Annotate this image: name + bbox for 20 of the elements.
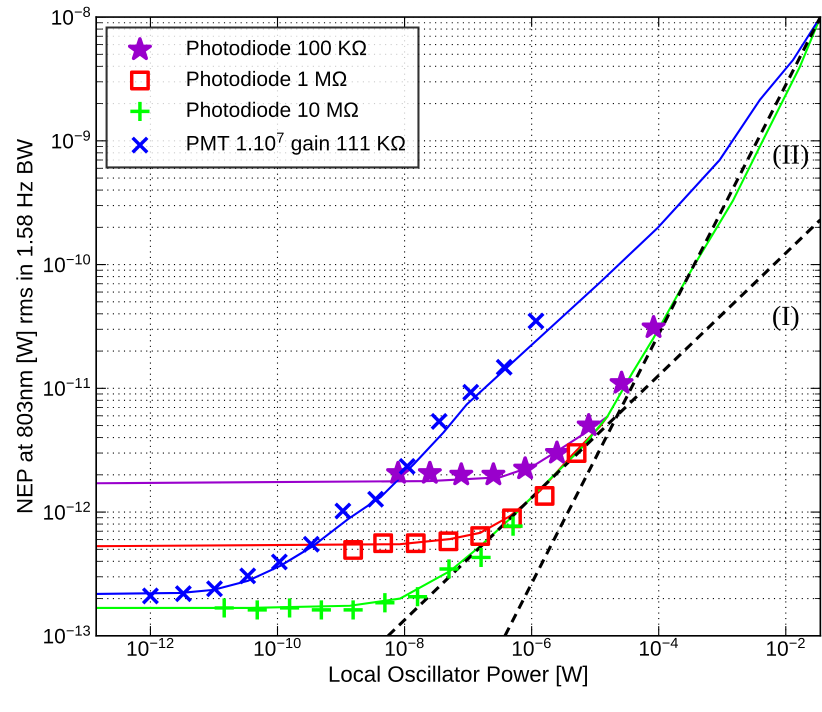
y-tick-label: 10$^{−13}$ [44,625,90,644]
legend-label: PMT 1.10$^{7}$ gain 111 KΩ [187,132,406,155]
y-tick-label: 10$^{−11}$ [44,378,90,396]
x-tick-label: 10$^{−4}$ [640,638,678,656]
series-label: (II) [773,144,808,170]
x-tick-label: 10$^{−8}$ [386,638,424,656]
x-tick-label: 10$^{−6}$ [512,638,551,656]
series-label: (I) [773,306,798,331]
y-axis-title: NEP at 803nm [W] rms in 1.58 Hz BW [16,139,38,512]
y-tick-label: 10$^{−10}$ [44,254,90,272]
legend-label: Photodiode 10 MΩ [187,102,358,118]
x-axis-title: Local Oscillator Power [W] [330,666,587,686]
x-tick-label: 10$^{−12}$ [128,638,174,656]
y-tick-label: 10$^{−12}$ [44,502,90,520]
x-tick-label: 10$^{−2}$ [767,638,805,656]
legend-label: Photodiode 1 MΩ [187,70,346,86]
legend-label: Photodiode 100 KΩ [187,40,366,56]
x-tick-label: 10$^{−10}$ [254,638,301,656]
y-tick-label: 10$^{−8}$ [52,6,90,25]
y-tick-label: 10$^{−9}$ [52,130,90,149]
